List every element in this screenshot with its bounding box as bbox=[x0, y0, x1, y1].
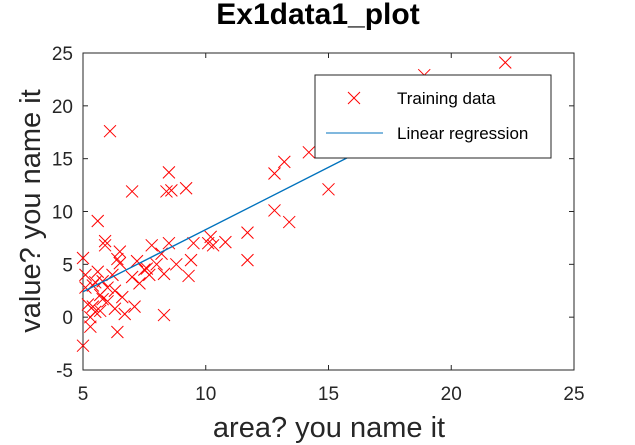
training-data-point bbox=[162, 236, 176, 250]
legend-training-marker bbox=[347, 91, 361, 105]
training-data-point bbox=[111, 252, 124, 266]
chart-title: Ex1data1_plot bbox=[216, 0, 419, 31]
training-data-point bbox=[91, 265, 105, 279]
legend-training-label: Training data bbox=[397, 89, 496, 108]
y-tick-label: 5 bbox=[62, 255, 73, 276]
training-data-point bbox=[498, 56, 512, 69]
training-data-point bbox=[130, 254, 144, 268]
training-data-point bbox=[182, 269, 195, 283]
training-data-point bbox=[93, 304, 107, 318]
training-data-point bbox=[115, 290, 129, 304]
training-data-point bbox=[108, 302, 122, 316]
training-data-point bbox=[219, 235, 232, 249]
training-data-point bbox=[108, 284, 122, 298]
legend: Training data Linear regression bbox=[314, 74, 552, 159]
training-data-point bbox=[268, 167, 281, 180]
training-data-point bbox=[184, 253, 198, 267]
training-data-point bbox=[268, 204, 281, 217]
y-tick-label: 20 bbox=[52, 97, 73, 118]
x-tick-label: 10 bbox=[195, 384, 216, 405]
training-data-point bbox=[84, 320, 97, 334]
regression-line bbox=[82, 144, 374, 293]
training-data-point bbox=[76, 251, 90, 265]
training-data-point bbox=[101, 281, 114, 294]
training-data-point bbox=[79, 281, 92, 294]
training-data-point bbox=[179, 181, 193, 195]
training-data-point bbox=[96, 292, 109, 306]
training-data-point bbox=[118, 307, 132, 321]
training-data-point bbox=[91, 214, 105, 228]
training-data-points bbox=[76, 56, 512, 353]
training-data-point bbox=[169, 257, 183, 271]
training-data-point bbox=[206, 238, 220, 252]
training-data-point bbox=[125, 185, 139, 198]
training-data-point bbox=[201, 236, 215, 250]
training-data-point bbox=[128, 300, 141, 313]
training-data-point bbox=[241, 253, 254, 267]
legend-regression-label: Linear regression bbox=[397, 124, 528, 143]
y-tick-label: -5 bbox=[56, 361, 73, 382]
y-tick-label: 10 bbox=[52, 203, 73, 224]
training-data-point bbox=[157, 267, 171, 281]
training-data-point bbox=[103, 124, 117, 138]
training-data-point bbox=[150, 257, 164, 271]
training-data-point bbox=[204, 230, 218, 244]
training-data-point bbox=[113, 256, 127, 270]
training-data-point bbox=[111, 325, 124, 339]
training-data-point bbox=[142, 268, 156, 282]
training-data-point bbox=[322, 182, 335, 196]
training-data-point bbox=[125, 270, 139, 284]
y-axis-label: value? you name it bbox=[15, 89, 47, 332]
training-data-point bbox=[88, 305, 102, 319]
training-data-point bbox=[98, 234, 112, 248]
x-tick-label: 5 bbox=[78, 384, 89, 405]
axis-ticks: 5 10 15 20 25 -5 0 5 10 15 20 25 bbox=[52, 44, 585, 405]
x-axis-label: area? you name it bbox=[213, 412, 445, 444]
training-data-point bbox=[241, 226, 254, 239]
training-data-point bbox=[140, 262, 154, 275]
training-data-point bbox=[157, 308, 171, 322]
regression-line-group bbox=[82, 144, 374, 293]
y-tick-label: 0 bbox=[62, 308, 73, 329]
training-data-point bbox=[113, 245, 127, 259]
training-data-point bbox=[160, 185, 173, 198]
y-tick-label: 25 bbox=[52, 44, 73, 65]
x-tick-label: 25 bbox=[563, 384, 584, 405]
training-data-point bbox=[98, 238, 112, 252]
y-tick-label: 15 bbox=[52, 150, 73, 171]
x-tick-label: 20 bbox=[441, 384, 462, 405]
training-data-point bbox=[165, 184, 178, 197]
legend-box bbox=[314, 74, 552, 159]
training-data-point bbox=[302, 145, 316, 159]
training-data-point bbox=[133, 276, 146, 290]
training-data-point bbox=[145, 238, 159, 252]
x-tick-label: 15 bbox=[318, 384, 339, 405]
training-data-point bbox=[187, 236, 200, 250]
training-data-point bbox=[162, 166, 176, 179]
training-data-point bbox=[76, 339, 90, 353]
training-data-point bbox=[79, 268, 92, 282]
training-data-point bbox=[277, 155, 291, 169]
training-data-point bbox=[282, 215, 296, 229]
